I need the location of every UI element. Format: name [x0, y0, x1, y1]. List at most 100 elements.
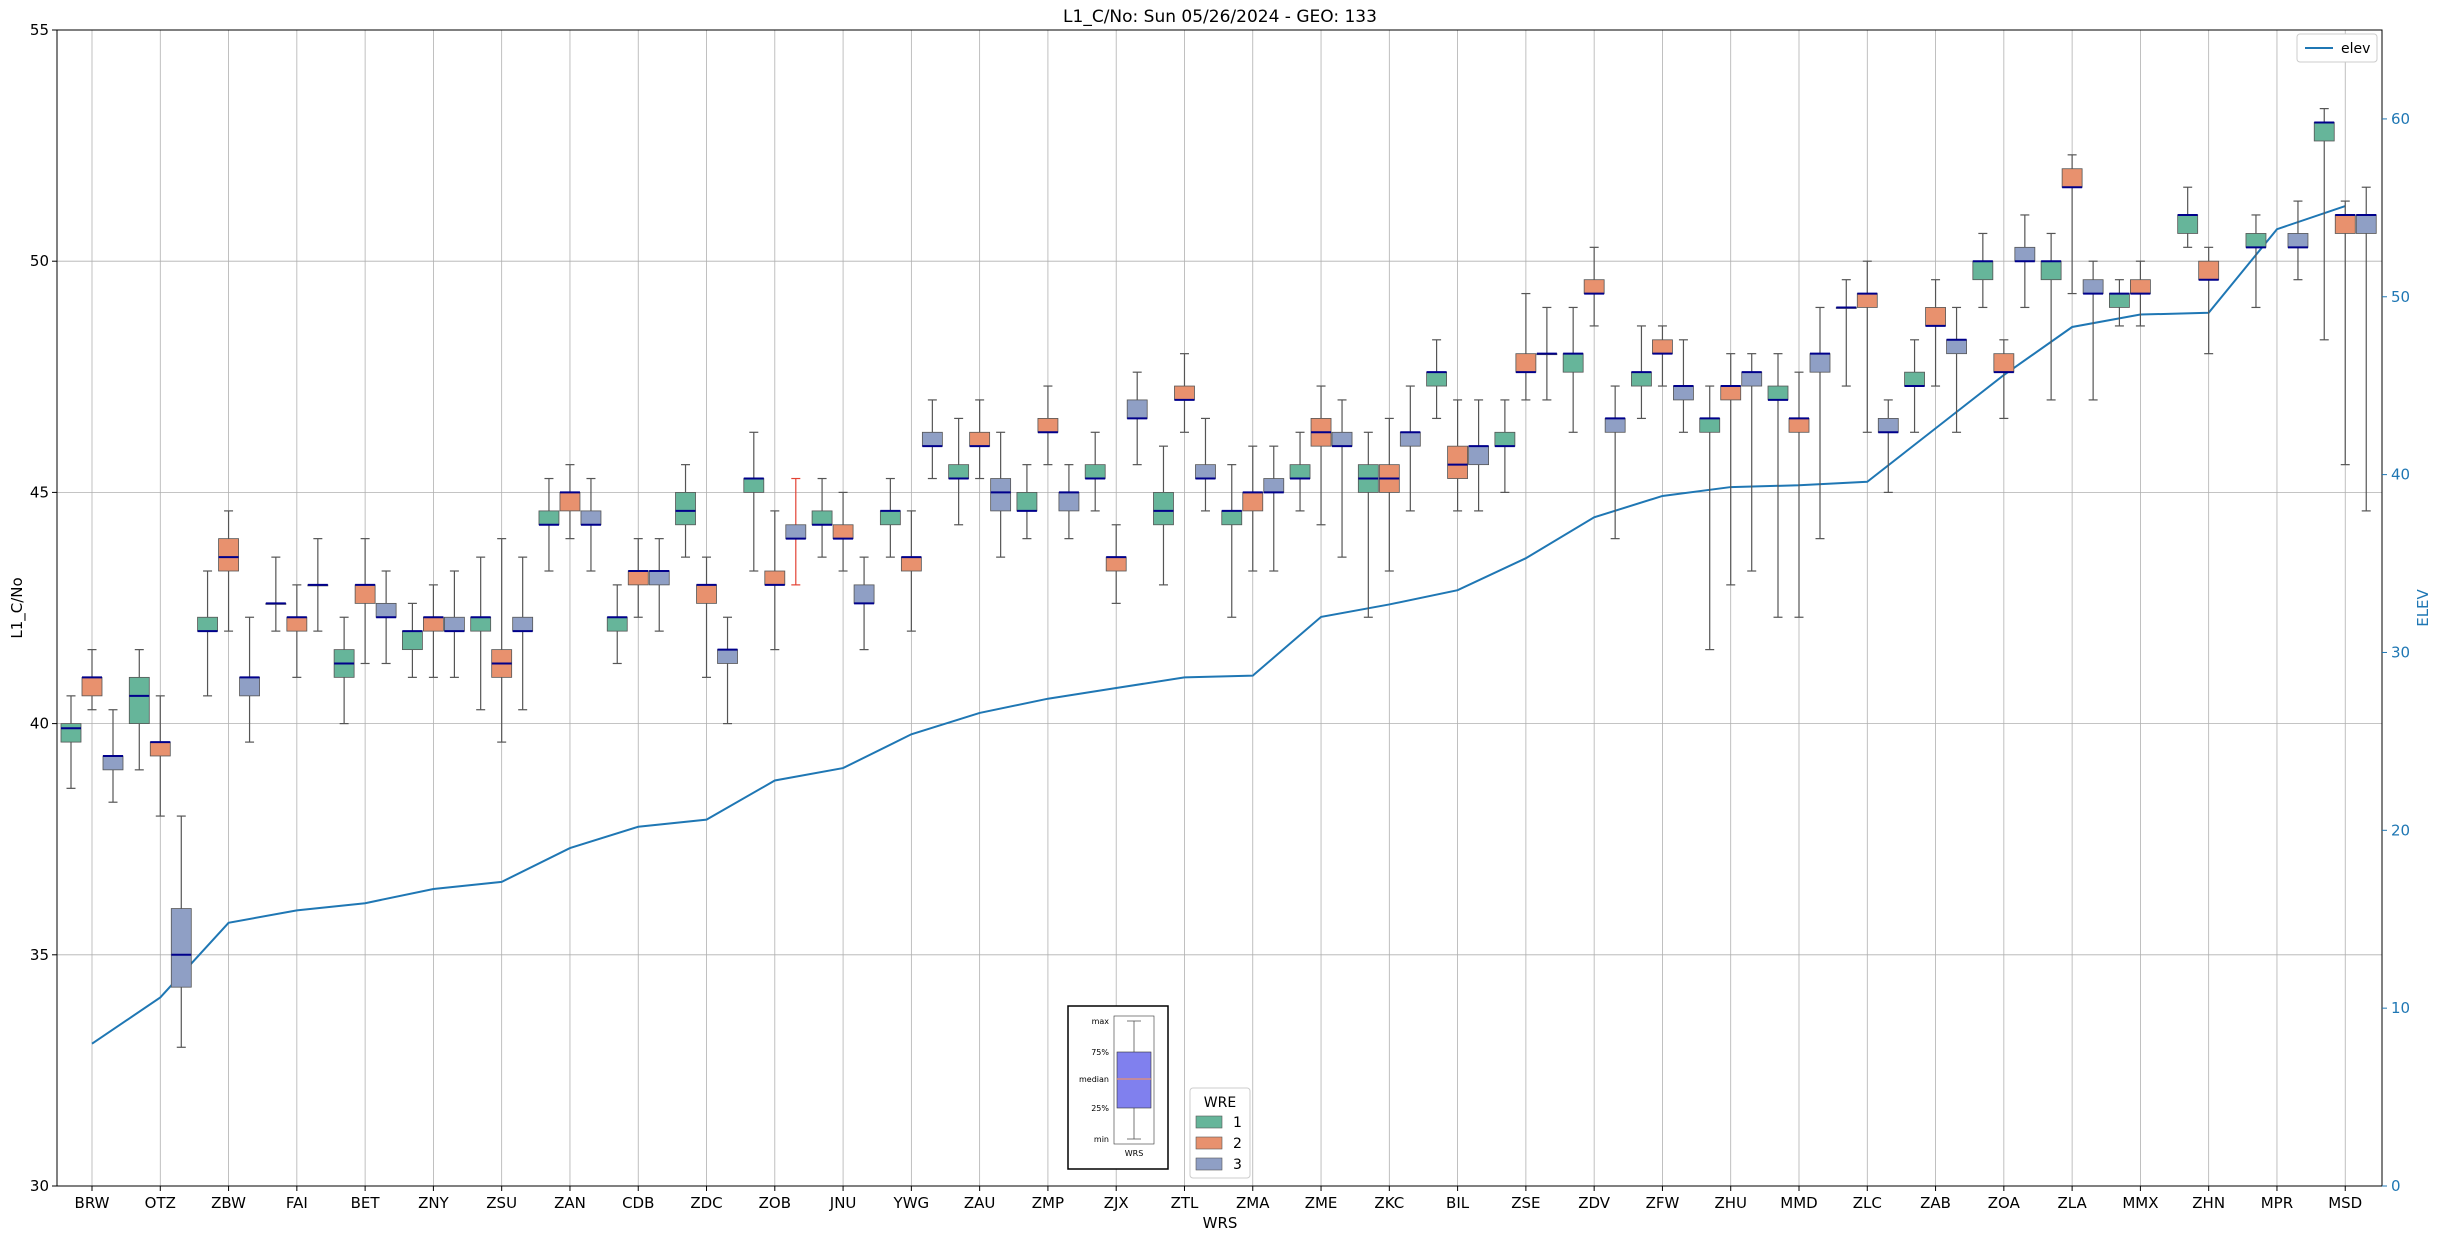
grid	[57, 29, 2382, 1187]
box-bet-wre3	[375, 570, 397, 665]
x-tick-label: CDB	[622, 1194, 654, 1212]
box-iqr	[512, 616, 534, 632]
box-iqr	[286, 616, 308, 632]
box-zjx-wre1	[1084, 431, 1106, 512]
box-fai-wre2	[286, 584, 308, 678]
box-mpr-wre1	[2245, 214, 2267, 309]
x-tick-label: MSD	[2328, 1194, 2362, 1212]
box-iqr	[1289, 464, 1311, 479]
inset-label-median: median	[1079, 1075, 1109, 1084]
box-zkc-wre3	[1399, 385, 1421, 512]
box-iqr	[675, 491, 696, 526]
box-zdv-wre3	[1604, 385, 1626, 540]
box-iqr	[1946, 339, 1967, 355]
box-iqr	[443, 616, 465, 632]
box-zjx-wre3	[1126, 371, 1148, 466]
box-otz-wre2	[149, 695, 171, 817]
y-tick-label: 30	[30, 1177, 49, 1195]
box-brw-wre1	[60, 695, 82, 789]
box-msd-wre1	[2313, 108, 2335, 341]
box-iqr	[1673, 385, 1694, 401]
x-tick-label: ZNY	[418, 1194, 449, 1212]
box-iqr	[990, 478, 1012, 512]
box-bil-wre2	[1447, 399, 1468, 512]
box-zfw-wre3	[1673, 339, 1694, 433]
box-iqr	[149, 741, 171, 757]
box-zny-wre3	[443, 570, 465, 678]
box-iqr	[879, 510, 901, 526]
box-zsu-wre1	[470, 556, 492, 711]
box-cdb-wre1	[606, 584, 628, 665]
box-iqr	[170, 908, 192, 988]
box-iqr	[811, 510, 833, 526]
x-tick-label: ZSE	[1511, 1194, 1540, 1212]
box-iqr	[401, 630, 423, 651]
box-iqr	[717, 649, 738, 664]
box-zme-wre2	[1310, 385, 1332, 526]
box-jnu-wre1	[811, 477, 833, 558]
box-zhn-wre1	[2177, 186, 2199, 248]
x-tick-label: YWG	[893, 1194, 930, 1212]
box-msd-wre3	[2355, 186, 2377, 512]
box-zny-wre1	[401, 602, 423, 678]
box-iqr	[2129, 279, 2151, 294]
box-iqr	[559, 491, 581, 512]
box-zbw-wre2	[218, 510, 239, 632]
box-fai-wre1	[265, 556, 287, 632]
box-iqr	[239, 676, 260, 697]
box-zse-wre1	[1494, 399, 1516, 493]
box-iqr	[102, 755, 124, 771]
box-zdc-wre3	[717, 616, 738, 725]
box-iqr	[1242, 491, 1264, 512]
box-iqr	[785, 524, 807, 540]
x-tick-label: OTZ	[145, 1194, 176, 1212]
box-iqr	[128, 676, 150, 724]
box-zan-wre2	[559, 464, 581, 540]
box-iqr	[627, 570, 649, 586]
box-iqr	[606, 616, 628, 632]
box-iqr	[1174, 385, 1195, 401]
box-cdb-wre2	[627, 538, 649, 618]
box-zmp-wre3	[1058, 464, 1080, 540]
box-zse-wre3	[1536, 306, 1558, 401]
x-tick-label: ZOA	[1988, 1194, 2021, 1212]
box-iqr	[1972, 260, 1994, 281]
box-iqr	[2014, 246, 2036, 262]
box-zbw-wre1	[197, 570, 218, 697]
box-mmd-wre3	[1809, 306, 1831, 540]
box-zan-wre1	[538, 477, 560, 572]
x-tick-label: ZAB	[1920, 1194, 1951, 1212]
y-tick-label: 40	[30, 715, 49, 733]
box-iqr	[696, 584, 717, 604]
box-iqr	[1331, 431, 1353, 447]
box-zfw-wre2	[1652, 325, 1673, 387]
box-zjx-wre2	[1105, 524, 1127, 604]
box-iqr	[60, 723, 82, 743]
box-iqr	[832, 524, 854, 540]
box-iqr	[948, 464, 970, 479]
elev-legend: elev	[2296, 33, 2378, 63]
box-iqr	[1399, 431, 1421, 447]
box-zdv-wre1	[1562, 306, 1584, 433]
box-iqr	[743, 478, 765, 493]
box-bil-wre1	[1426, 339, 1447, 420]
chart-title: L1_C/No: Sun 05/26/2024 - GEO: 133	[1063, 7, 1377, 27]
box-iqr	[1788, 418, 1810, 433]
box-zob-wre3	[785, 477, 807, 586]
x-tick-label: ZOB	[759, 1194, 791, 1212]
y2-tick-label: 50	[2391, 288, 2410, 306]
box-zlc-wre3	[1877, 399, 1899, 493]
box-iqr	[422, 616, 444, 632]
box-cdb-wre3	[648, 538, 670, 632]
box-zlc-wre2	[1856, 260, 1878, 433]
box-zdv-wre2	[1583, 246, 1605, 327]
box-iqr	[580, 510, 602, 526]
box-zsu-wre2	[491, 538, 513, 743]
box-iqr	[218, 538, 239, 572]
x-tick-label: ZJX	[1104, 1194, 1129, 1212]
box-iqr	[900, 556, 922, 572]
box-iqr	[1221, 510, 1243, 526]
box-iqr	[2198, 260, 2220, 281]
x-tick-label: BRW	[75, 1194, 110, 1212]
